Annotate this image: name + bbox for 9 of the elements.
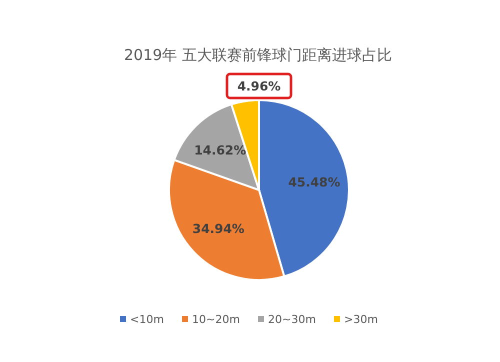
data-label: 45.48% bbox=[288, 174, 341, 190]
legend-label: <10m bbox=[130, 313, 164, 326]
chart-title: 2019年 五大联赛前锋球门距离进球占比 bbox=[124, 46, 392, 64]
legend-label: 10~20m bbox=[192, 313, 240, 326]
data-label: 4.96% bbox=[237, 78, 282, 94]
legend-label: >30m bbox=[344, 313, 378, 326]
data-label: 14.62% bbox=[194, 142, 247, 158]
legend-label: 20~30m bbox=[268, 313, 316, 326]
data-label: 34.94% bbox=[192, 220, 245, 236]
